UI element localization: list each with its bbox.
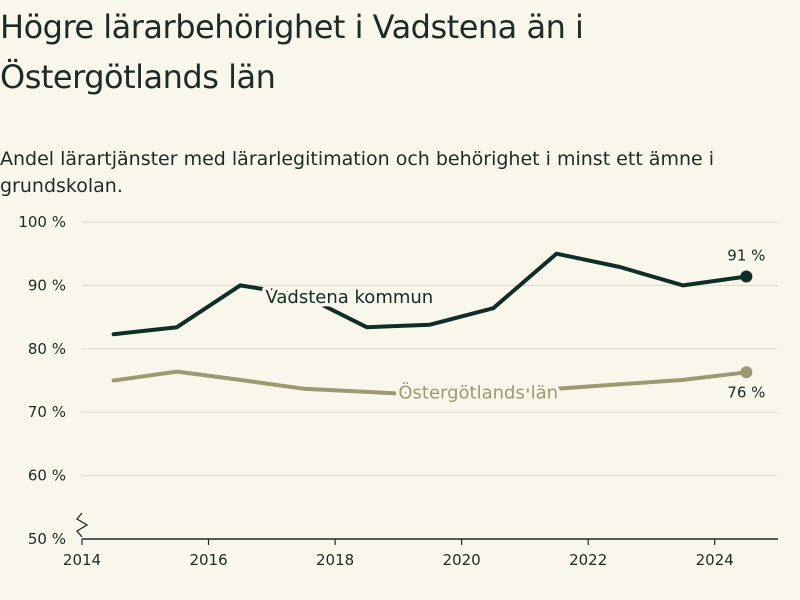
x-tick-label: 2022	[569, 551, 607, 569]
series-end-point	[740, 366, 753, 379]
y-tick-label: 100 %	[18, 213, 66, 231]
series-line-vadstena	[111, 251, 749, 337]
axis-break-marker	[76, 512, 89, 538]
y-tick-label: 90 %	[28, 276, 66, 294]
series-line-ostergotland	[111, 369, 749, 398]
x-axis: 2014 2016 2018 2020 2022 2024	[63, 538, 778, 569]
series-labels: Vadstena kommun Östergötlands län	[262, 284, 562, 407]
x-tick-label: 2014	[63, 551, 101, 569]
series-label: Östergötlands län	[398, 381, 558, 403]
x-tick-label: 2020	[443, 551, 481, 569]
series-lines	[111, 251, 749, 398]
series-end-point	[740, 270, 753, 283]
end-markers: 91 % 76 %	[727, 247, 765, 402]
grid-lines	[82, 221, 778, 477]
y-tick-label: 60 %	[28, 467, 66, 485]
chart-subtitle: Andel lärartjänster med lärarlegitimatio…	[0, 148, 715, 197]
series-end-label: 76 %	[727, 383, 765, 401]
y-tick-labels: 50 % 60 % 70 % 80 % 90 % 100 %	[18, 213, 66, 548]
y-tick-label: 50 %	[28, 530, 66, 548]
axis-break-zigzag	[76, 512, 89, 538]
x-tick-label: 2018	[316, 551, 354, 569]
x-tick-label: 2024	[696, 551, 734, 569]
x-tick-label: 2016	[189, 551, 227, 569]
chart-title: Högre lärarbehörighet i Vadstena än i Ös…	[0, 8, 584, 96]
series-label: Vadstena kommun	[265, 287, 433, 308]
series-end-label: 91 %	[727, 247, 765, 265]
y-tick-label: 80 %	[28, 340, 66, 358]
y-tick-label: 70 %	[28, 403, 66, 421]
